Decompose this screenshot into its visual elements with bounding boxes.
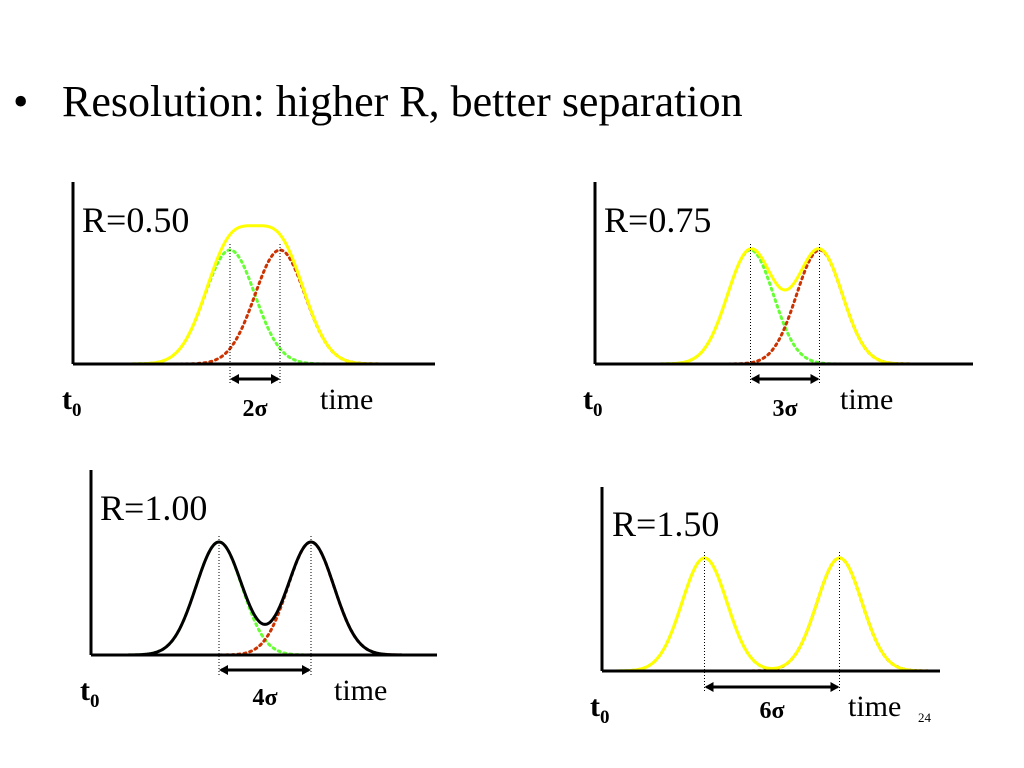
t0-label-subscript: 0 xyxy=(90,691,100,712)
x-axis-label: time xyxy=(334,674,387,707)
t0-label-subscript: 0 xyxy=(600,707,610,728)
separation-label: 2σ xyxy=(242,396,267,422)
left-peak-curve xyxy=(606,556,841,673)
chart-panel-1: R=0.50 time t0 2σ xyxy=(62,182,435,422)
t0-label: t0 xyxy=(590,690,610,728)
title-bullet: • xyxy=(13,77,29,126)
x-axis-label: time xyxy=(840,383,893,416)
t0-label-subscript: 0 xyxy=(72,400,82,421)
separation-arrow-head-left xyxy=(704,682,714,692)
separation-arrow-head-right xyxy=(302,665,311,675)
x-axis-label: time xyxy=(848,690,901,723)
total-signal-curve xyxy=(97,540,429,657)
total-signal-curve xyxy=(601,247,965,366)
title-text: Resolution: higher R, better separation xyxy=(62,77,743,126)
t0-label: t0 xyxy=(80,674,100,712)
separation-arrow-head-right xyxy=(271,374,280,384)
separation-arrow-head-right xyxy=(810,374,820,384)
chart-title: R=0.50 xyxy=(82,200,189,240)
total-signal-curve xyxy=(608,556,932,673)
t0-label-main: t xyxy=(590,690,600,723)
t0-label-main: t xyxy=(62,383,72,416)
t0-label-subscript: 0 xyxy=(593,400,603,421)
t0-label-main: t xyxy=(80,674,90,707)
chart-title: R=0.75 xyxy=(604,200,711,240)
separation-label: 4σ xyxy=(252,685,277,711)
separation-arrow-head-left xyxy=(219,665,228,675)
left-peak-curve xyxy=(77,248,332,366)
chart-panel-4: R=1.50 time t0 6σ xyxy=(590,487,940,728)
chart-panel-3: R=1.00 time t0 4σ xyxy=(80,470,437,712)
right-peak-curve xyxy=(703,556,933,673)
page-number: 24 xyxy=(918,710,931,725)
separation-label: 3σ xyxy=(772,396,797,422)
separation-arrow-head-left xyxy=(230,374,239,384)
separation-label: 6σ xyxy=(759,698,784,724)
right-peak-curve xyxy=(178,248,429,366)
separation-arrow-head-right xyxy=(830,682,840,692)
chart-title: R=1.50 xyxy=(612,504,719,544)
left-peak-curve xyxy=(599,248,856,366)
chart-title: R=1.00 xyxy=(100,488,207,528)
x-axis-label: time xyxy=(320,383,373,416)
chart-panel-2: R=0.75 time t0 3σ xyxy=(583,182,973,422)
right-peak-curve xyxy=(714,248,967,366)
separation-arrow-head-left xyxy=(750,374,760,384)
total-signal-curve xyxy=(79,224,427,366)
t0-label: t0 xyxy=(62,383,82,421)
t0-label: t0 xyxy=(583,383,603,421)
t0-label-main: t xyxy=(583,383,593,416)
